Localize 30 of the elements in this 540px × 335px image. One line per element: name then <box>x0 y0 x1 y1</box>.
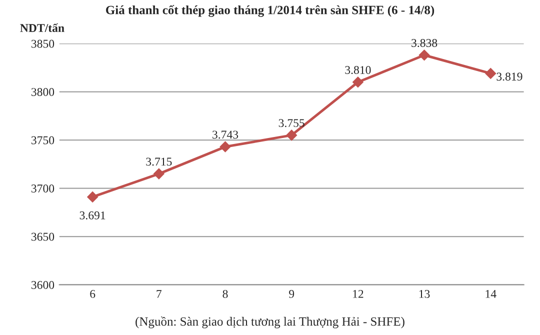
x-tick-label: 7 <box>156 290 162 298</box>
point <box>352 76 364 88</box>
y-axis-title: NDT/tấn <box>20 23 64 32</box>
chart-title: Giá thanh cốt thép giao tháng 1/2014 trên sàn SHFE (6 - 14/8) <box>106 5 434 17</box>
data-label: 3.715 <box>146 158 172 166</box>
point <box>485 68 496 79</box>
x-tick-label: 8 <box>222 290 228 298</box>
y-tick-label: 3800 <box>31 88 54 96</box>
text: (Nguồn: Sàn giao dịch tương lai Thượng Hải - SHFE) <box>136 316 404 328</box>
x-tick-label: 6 <box>90 290 96 298</box>
data-label: 3.755 <box>278 119 304 128</box>
point <box>286 130 298 141</box>
data-label: 3.819 <box>496 72 522 81</box>
x-tick-label: 9 <box>289 290 294 298</box>
point <box>87 192 98 202</box>
data-label: 3.743 <box>212 130 238 139</box>
x-tick-label: 12 <box>353 290 364 298</box>
point <box>153 168 164 180</box>
y-tick-label: 3700 <box>31 184 54 192</box>
point <box>418 50 430 61</box>
y-tick-label: 3750 <box>31 136 54 144</box>
y-tick-label: 3850 <box>31 40 54 48</box>
x-tick-label: 13 <box>419 290 430 298</box>
data-label: 3.838 <box>412 39 438 48</box>
point <box>220 141 231 152</box>
data-label: 3.810 <box>345 66 371 74</box>
y-tick-label: 3600 <box>31 280 54 289</box>
x-tick-label: 14 <box>486 290 496 298</box>
y-tick-label: 3650 <box>31 232 54 241</box>
data-label: 3.691 <box>80 211 106 220</box>
